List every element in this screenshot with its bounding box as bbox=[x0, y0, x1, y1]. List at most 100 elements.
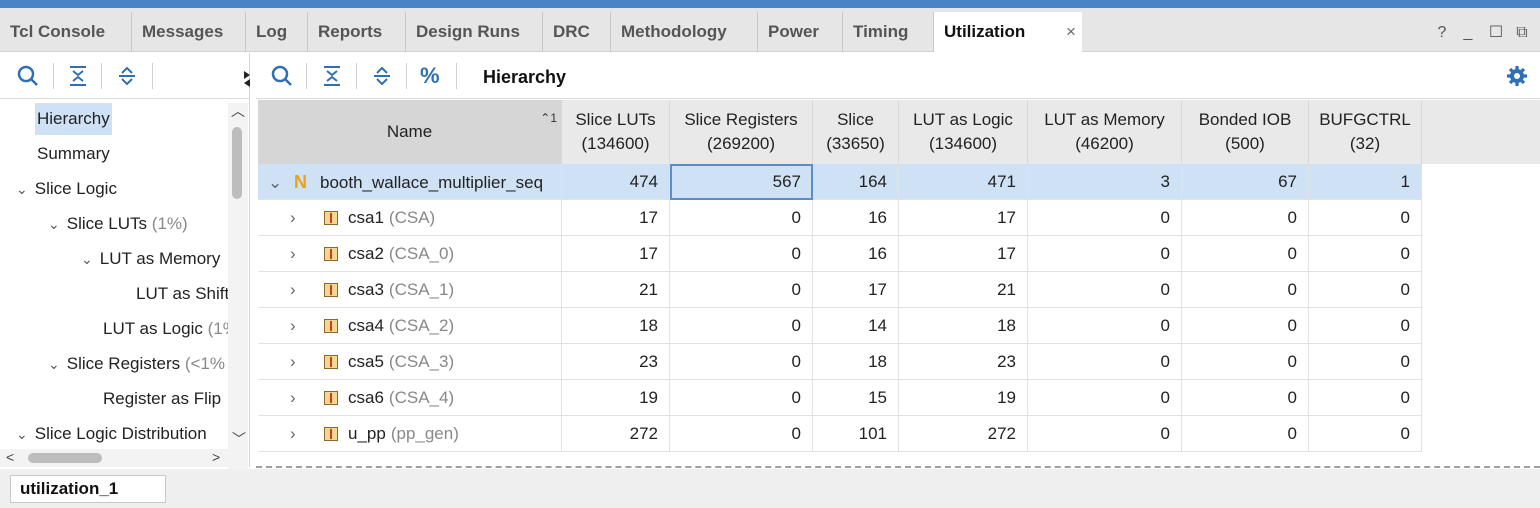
value-cell[interactable]: 17 bbox=[813, 272, 899, 308]
search-icon[interactable] bbox=[15, 63, 41, 89]
value-cell[interactable]: 101 bbox=[813, 416, 899, 452]
value-cell[interactable]: 0 bbox=[1182, 236, 1309, 272]
value-cell[interactable]: 0 bbox=[1309, 236, 1422, 272]
float-icon[interactable]: ⧉ bbox=[1516, 24, 1528, 41]
value-cell[interactable]: 0 bbox=[1028, 236, 1182, 272]
expand-all-icon[interactable] bbox=[369, 63, 395, 89]
value-cell[interactable]: 567 bbox=[670, 164, 813, 200]
chevron-right-icon[interactable]: › bbox=[290, 424, 296, 443]
chevron-down-icon[interactable]: ⌄ bbox=[81, 251, 93, 267]
column-header-lut-as-memory[interactable]: LUT as Memory (46200) bbox=[1028, 100, 1182, 164]
value-cell[interactable]: 1 bbox=[1309, 164, 1422, 200]
tab-messages[interactable]: Messages bbox=[132, 12, 246, 52]
value-cell[interactable]: 0 bbox=[1182, 272, 1309, 308]
column-header-bonded-iob[interactable]: Bonded IOB (500) bbox=[1182, 100, 1309, 164]
value-cell[interactable]: 17 bbox=[562, 200, 670, 236]
column-header-slice-luts[interactable]: Slice LUTs (134600) bbox=[562, 100, 670, 164]
value-cell[interactable]: 19 bbox=[899, 380, 1028, 416]
name-cell[interactable]: › csa5 (CSA_3) bbox=[258, 344, 562, 380]
search-icon[interactable] bbox=[269, 63, 295, 89]
tab-drc[interactable]: DRC bbox=[543, 12, 611, 52]
tab-design-runs[interactable]: Design Runs bbox=[406, 12, 543, 52]
table-row[interactable]: › u_pp (pp_gen) 272 0 101 272 0 0 0 bbox=[258, 416, 1422, 452]
value-cell[interactable]: 3 bbox=[1028, 164, 1182, 200]
name-cell[interactable]: › csa2 (CSA_0) bbox=[258, 236, 562, 272]
tree-item-slice-registers[interactable]: ⌄ Slice Registers (<1% bbox=[48, 348, 225, 380]
value-cell[interactable]: 17 bbox=[562, 236, 670, 272]
tab-reports[interactable]: Reports bbox=[308, 12, 406, 52]
value-cell[interactable]: 0 bbox=[1182, 344, 1309, 380]
value-cell[interactable]: 0 bbox=[1028, 200, 1182, 236]
value-cell[interactable]: 0 bbox=[1028, 344, 1182, 380]
chevron-right-icon[interactable]: › bbox=[290, 316, 296, 335]
value-cell[interactable]: 272 bbox=[562, 416, 670, 452]
chevron-down-icon[interactable]: ⌄ bbox=[16, 181, 28, 197]
value-cell[interactable]: 272 bbox=[899, 416, 1028, 452]
value-cell[interactable]: 0 bbox=[1028, 380, 1182, 416]
tree-item-lut-as-shift[interactable]: LUT as Shift bbox=[136, 284, 228, 303]
tree-item-lut-as-logic[interactable]: LUT as Logic (1% bbox=[103, 313, 228, 345]
value-cell[interactable]: 0 bbox=[670, 236, 813, 272]
value-cell[interactable]: 17 bbox=[899, 200, 1028, 236]
overflow-arrows-icon[interactable] bbox=[243, 63, 251, 89]
table-row[interactable]: › csa2 (CSA_0) 17 0 16 17 0 0 0 bbox=[258, 236, 1422, 272]
name-cell[interactable]: › csa1 (CSA) bbox=[258, 200, 562, 236]
tree-item-register-as-flip[interactable]: Register as Flip bbox=[103, 389, 222, 408]
restore-icon[interactable]: ☐ bbox=[1488, 24, 1504, 41]
column-header-name[interactable]: Name ⌃1 bbox=[258, 100, 562, 164]
value-cell[interactable]: 0 bbox=[1028, 308, 1182, 344]
value-cell[interactable]: 0 bbox=[1182, 416, 1309, 452]
scrollbar-thumb[interactable] bbox=[232, 127, 242, 199]
chevron-right-icon[interactable]: › bbox=[290, 280, 296, 299]
value-cell[interactable]: 18 bbox=[562, 308, 670, 344]
expand-all-icon[interactable] bbox=[114, 63, 140, 89]
table-row[interactable]: › csa6 (CSA_4) 19 0 15 19 0 0 0 bbox=[258, 380, 1422, 416]
collapse-all-icon[interactable] bbox=[319, 63, 345, 89]
tree-item-hierarchy[interactable]: Hierarchy bbox=[35, 103, 112, 135]
horizontal-scrollbar[interactable]: < > bbox=[0, 449, 228, 467]
value-cell[interactable]: 18 bbox=[899, 308, 1028, 344]
value-cell[interactable]: 0 bbox=[1309, 344, 1422, 380]
column-header-lut-as-logic[interactable]: LUT as Logic (134600) bbox=[899, 100, 1028, 164]
value-cell[interactable]: 17 bbox=[899, 236, 1028, 272]
scroll-down-icon[interactable]: ﹀ bbox=[232, 431, 246, 447]
help-icon[interactable]: ? bbox=[1437, 24, 1447, 41]
value-cell[interactable]: 0 bbox=[1182, 308, 1309, 344]
value-cell[interactable]: 0 bbox=[1182, 380, 1309, 416]
table-row[interactable]: › csa1 (CSA) 17 0 16 17 0 0 0 bbox=[258, 200, 1422, 236]
chevron-down-icon[interactable]: ⌄ bbox=[16, 426, 28, 442]
tab-power[interactable]: Power bbox=[758, 12, 843, 52]
value-cell[interactable]: 0 bbox=[670, 416, 813, 452]
value-cell[interactable]: 0 bbox=[670, 344, 813, 380]
value-cell[interactable]: 474 bbox=[562, 164, 670, 200]
value-cell[interactable]: 471 bbox=[899, 164, 1028, 200]
value-cell[interactable]: 0 bbox=[1309, 380, 1422, 416]
tree-item-lut-as-memory[interactable]: ⌄ LUT as Memory bbox=[81, 243, 220, 275]
value-cell[interactable]: 23 bbox=[562, 344, 670, 380]
value-cell[interactable]: 164 bbox=[813, 164, 899, 200]
value-cell[interactable]: 67 bbox=[1182, 164, 1309, 200]
table-row[interactable]: › csa5 (CSA_3) 23 0 18 23 0 0 0 bbox=[258, 344, 1422, 380]
value-cell[interactable]: 0 bbox=[1309, 200, 1422, 236]
percent-toggle-button[interactable]: % bbox=[420, 63, 440, 88]
chevron-down-icon[interactable]: ⌄ bbox=[48, 216, 60, 232]
value-cell[interactable]: 19 bbox=[562, 380, 670, 416]
value-cell[interactable]: 15 bbox=[813, 380, 899, 416]
tab-timing[interactable]: Timing bbox=[843, 12, 934, 52]
value-cell[interactable]: 23 bbox=[899, 344, 1028, 380]
name-cell[interactable]: › u_pp (pp_gen) bbox=[258, 416, 562, 452]
table-row[interactable]: › csa3 (CSA_1) 21 0 17 21 0 0 0 bbox=[258, 272, 1422, 308]
name-cell[interactable]: › csa6 (CSA_4) bbox=[258, 380, 562, 416]
close-tab-icon[interactable]: × bbox=[1066, 22, 1076, 41]
minimize-icon[interactable]: _ bbox=[1463, 24, 1473, 41]
value-cell[interactable]: 21 bbox=[562, 272, 670, 308]
column-header-bufgctrl[interactable]: BUFGCTRL (32) bbox=[1309, 100, 1422, 164]
value-cell[interactable]: 14 bbox=[813, 308, 899, 344]
value-cell[interactable]: 0 bbox=[670, 272, 813, 308]
chevron-right-icon[interactable]: › bbox=[290, 208, 296, 227]
value-cell[interactable]: 0 bbox=[1309, 416, 1422, 452]
tab-methodology[interactable]: Methodology bbox=[611, 12, 758, 52]
value-cell[interactable]: 0 bbox=[1028, 416, 1182, 452]
chevron-down-icon[interactable]: ⌄ bbox=[48, 356, 60, 372]
